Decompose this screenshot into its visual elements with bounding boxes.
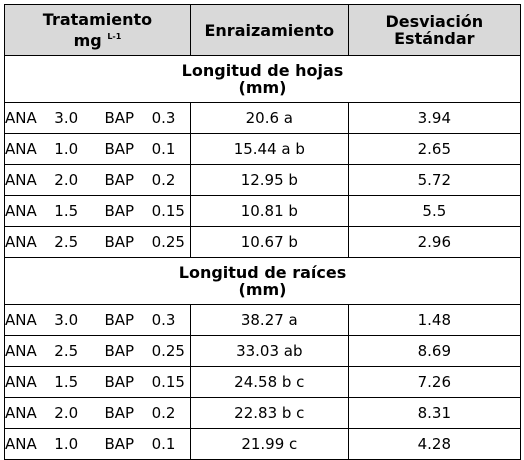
section-title-line1: Longitud de raíces bbox=[178, 263, 347, 282]
header-treatment-unit-exponent: L-1 bbox=[107, 32, 122, 41]
header-std-dev-line2: Estándar bbox=[394, 29, 475, 48]
std-dev-cell: 5.72 bbox=[347, 164, 522, 196]
treatment-cell: ANA 1.5 BAP 0.15 bbox=[4, 195, 191, 227]
results-table: Tratamiento mg L-1 Enraizamiento Desviac… bbox=[4, 4, 522, 460]
rooting-cell: 12.95 b bbox=[189, 164, 349, 196]
table-row: ANA 2.5 BAP 0.25 10.67 b 2.96 bbox=[4, 226, 522, 258]
std-dev-cell: 2.96 bbox=[347, 226, 522, 258]
section-title-row: Longitud de hojas (mm) bbox=[4, 55, 521, 103]
treatment-cell: ANA 1.5 BAP 0.15 bbox=[4, 366, 191, 398]
table-row: ANA 2.0 BAP 0.2 22.83 b c 8.31 bbox=[4, 397, 522, 429]
std-dev-cell: 2.65 bbox=[347, 133, 522, 165]
header-rooting: Enraizamiento bbox=[189, 4, 349, 56]
treatment-cell: ANA 1.0 BAP 0.1 bbox=[4, 133, 191, 165]
table-row: ANA 1.0 BAP 0.1 15.44 a b 2.65 bbox=[4, 133, 522, 165]
treatment-cell: ANA 2.0 BAP 0.2 bbox=[4, 397, 191, 429]
std-dev-cell: 5.5 bbox=[347, 195, 522, 227]
treatment-cell: ANA 3.0 BAP 0.3 bbox=[4, 102, 191, 134]
table-row: ANA 3.0 BAP 0.3 38.27 a 1.48 bbox=[4, 304, 522, 336]
table-row: ANA 2.5 BAP 0.25 33.03 ab 8.69 bbox=[4, 335, 522, 367]
rooting-cell: 15.44 a b bbox=[189, 133, 349, 165]
std-dev-cell: 1.48 bbox=[347, 304, 522, 336]
section-title-line2: (mm) bbox=[238, 78, 287, 97]
std-dev-cell: 8.31 bbox=[347, 397, 522, 429]
rooting-cell: 10.81 b bbox=[189, 195, 349, 227]
section-title-row: Longitud de raíces (mm) bbox=[4, 257, 521, 305]
section-title-line1: Longitud de hojas bbox=[181, 61, 344, 80]
rooting-cell: 24.58 b c bbox=[189, 366, 349, 398]
header-std-dev-line1: Desviación bbox=[385, 12, 484, 31]
table-row: ANA 1.5 BAP 0.15 24.58 b c 7.26 bbox=[4, 366, 522, 398]
table-row: ANA 1.0 BAP 0.1 21.99 c 4.28 bbox=[4, 428, 522, 460]
rooting-cell: 33.03 ab bbox=[189, 335, 349, 367]
treatment-cell: ANA 1.0 BAP 0.1 bbox=[4, 428, 191, 460]
table-row: ANA 3.0 BAP 0.3 20.6 a 3.94 bbox=[4, 102, 522, 134]
rooting-cell: 20.6 a bbox=[189, 102, 349, 134]
section-title-root-length: Longitud de raíces (mm) bbox=[4, 257, 521, 305]
std-dev-cell: 3.94 bbox=[347, 102, 522, 134]
std-dev-cell: 7.26 bbox=[347, 366, 522, 398]
treatment-cell: ANA 2.0 BAP 0.2 bbox=[4, 164, 191, 196]
header-std-dev: Desviación Estándar bbox=[347, 4, 522, 56]
rooting-cell: 10.67 b bbox=[189, 226, 349, 258]
std-dev-cell: 4.28 bbox=[347, 428, 522, 460]
treatment-cell: ANA 2.5 BAP 0.25 bbox=[4, 226, 191, 258]
rooting-cell: 22.83 b c bbox=[189, 397, 349, 429]
section-title-leaf-length: Longitud de hojas (mm) bbox=[4, 55, 521, 103]
rooting-cell: 21.99 c bbox=[189, 428, 349, 460]
header-treatment-line1: Tratamiento bbox=[42, 10, 153, 29]
header-treatment-unit: mg bbox=[73, 31, 102, 50]
header-rooting-label: Enraizamiento bbox=[204, 20, 335, 40]
treatment-cell: ANA 3.0 BAP 0.3 bbox=[4, 304, 191, 336]
table-row: ANA 2.0 BAP 0.2 12.95 b 5.72 bbox=[4, 164, 522, 196]
header-treatment: Tratamiento mg L-1 bbox=[4, 4, 191, 56]
treatment-cell: ANA 2.5 BAP 0.25 bbox=[4, 335, 191, 367]
table-row: ANA 1.5 BAP 0.15 10.81 b 5.5 bbox=[4, 195, 522, 227]
header-row: Tratamiento mg L-1 Enraizamiento Desviac… bbox=[4, 4, 522, 56]
section-title-line2: (mm) bbox=[238, 280, 287, 299]
std-dev-cell: 8.69 bbox=[347, 335, 522, 367]
rooting-cell: 38.27 a bbox=[189, 304, 349, 336]
